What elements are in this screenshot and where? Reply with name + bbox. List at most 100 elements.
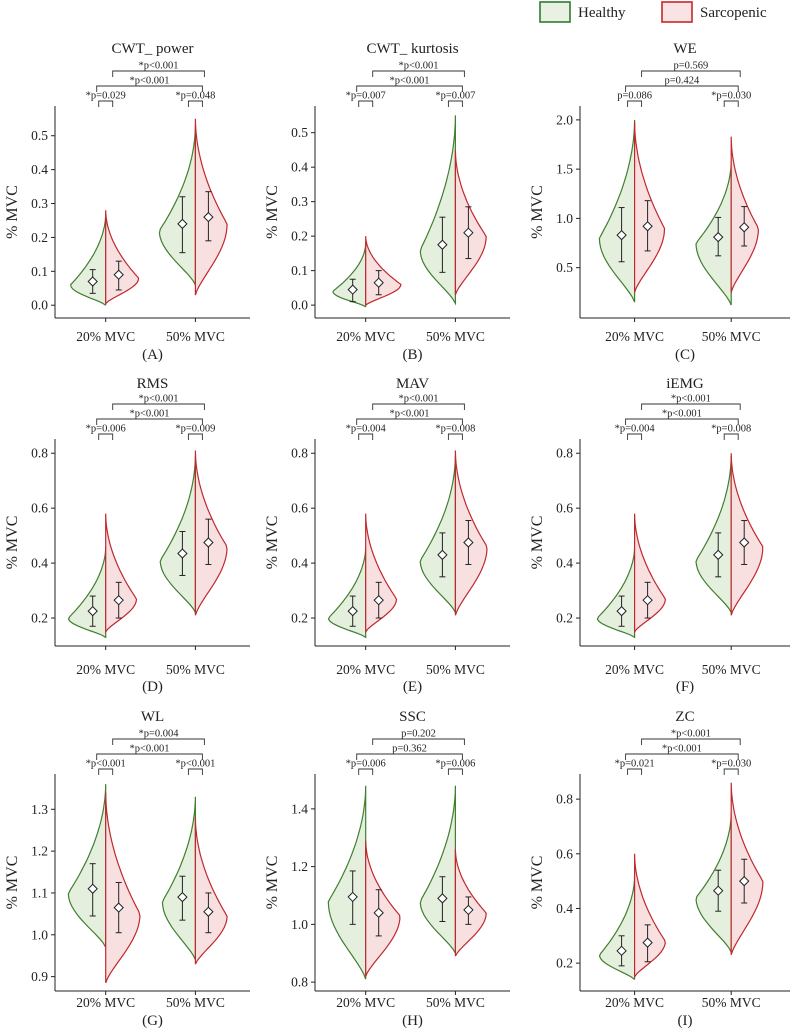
y-tick-label: 0.2 <box>31 230 48 245</box>
y-tick-label: 0.3 <box>31 196 48 211</box>
significance-bracket <box>356 85 463 92</box>
y-tick-label: 1.3 <box>31 802 48 817</box>
p-value-label: *p=0.030 <box>711 91 751 102</box>
panel-g: WL 0.9 1.0 1.1 1.2 1.3 % MVC 20% MVC 50% MVC(G) *… <box>4 709 250 1029</box>
y-tick-label: 0.2 <box>291 611 308 626</box>
legend-label-sarcopenic: Sarcopenic <box>700 5 767 21</box>
significance-bracket <box>723 100 739 107</box>
significance-bracket <box>112 403 205 410</box>
y-tick-label: 0.6 <box>556 501 573 516</box>
x-tick-label: 20% MVC <box>605 995 664 1010</box>
p-value-label: p=0.362 <box>392 744 427 755</box>
x-tick-label: 50% MVC <box>426 662 485 677</box>
violin-sarcopenic-20 <box>105 792 141 984</box>
violin-healthy-50 <box>419 785 456 954</box>
mean-marker <box>373 277 384 288</box>
panel-h: SSC 0.8 1.0 1.2 1.4 % MVC 20% MVC 50% MVC(H) *p=… <box>264 709 510 1029</box>
violin-sarcopenic-20 <box>365 513 398 634</box>
y-tick-label: 1.0 <box>31 927 48 942</box>
p-value-label: *p<0.001 <box>139 61 179 72</box>
x-tick-label: 50% MVC <box>702 662 761 677</box>
y-tick-label: 0.8 <box>31 446 48 461</box>
mean-marker <box>642 594 653 606</box>
y-tick-label: 0.1 <box>291 263 308 278</box>
mean-marker <box>87 883 98 894</box>
mean-marker <box>616 945 627 957</box>
y-tick-label: 0.4 <box>556 901 573 916</box>
significance-bracket <box>96 85 203 92</box>
mean-marker <box>113 902 124 913</box>
significance-bracket <box>98 100 114 107</box>
violin-healthy-20 <box>67 546 107 639</box>
panel-letter: (I) <box>678 1013 693 1029</box>
significance-bracket <box>372 403 465 410</box>
violin-healthy-20 <box>67 784 107 948</box>
violin-healthy-50 <box>159 455 196 613</box>
significance-bracket <box>723 768 739 775</box>
significance-bracket <box>625 418 739 425</box>
panel-c: WE 0.5 1.0 1.5 2.0 % MVC 20% MVC 50% MVC (C) p=0.… <box>529 41 790 363</box>
y-axis-label: % MVC <box>264 516 281 570</box>
x-tick-label: 20% MVC <box>605 662 664 677</box>
y-tick-label: 1.2 <box>291 859 308 874</box>
panel-d: RMS 0.2 0.4 0.6 0.8 % MVC 20% MVC 50% MVC(D) *p=… <box>4 376 250 695</box>
x-tick-label: 50% MVC <box>426 329 485 344</box>
violin-sarcopenic-50 <box>730 782 764 956</box>
legend-label-healthy: Healthy <box>578 5 626 21</box>
panel-letter: (F) <box>676 679 694 695</box>
p-value-label: *p<0.001 <box>139 394 179 405</box>
y-tick-label: 1.1 <box>31 885 48 900</box>
panel-a: CWT_ power 0.0 0.1 0.2 0.3 0.4 0.5 % MVC 20% MVC… <box>4 41 250 363</box>
panel-letter: (A) <box>142 347 163 363</box>
violin-sarcopenic-50 <box>730 136 760 293</box>
p-value-label: *p<0.001 <box>662 744 702 755</box>
panel-letter: (C) <box>675 347 695 363</box>
mean-marker <box>203 906 214 917</box>
mean-marker <box>113 269 124 280</box>
p-value-label: *p=0.021 <box>615 759 655 770</box>
y-tick-label: 1.4 <box>291 801 308 816</box>
significance-bracket <box>98 433 114 440</box>
mean-marker <box>347 605 358 617</box>
panel-title: MAV <box>396 376 429 392</box>
violin-healthy-20 <box>598 875 636 980</box>
mean-marker <box>347 891 358 903</box>
y-tick-label: 0.6 <box>31 501 48 516</box>
violin-healthy-50 <box>695 161 732 306</box>
y-tick-label: 0.1 <box>31 264 48 279</box>
violin-sarcopenic-20 <box>365 236 402 306</box>
significance-bracket <box>187 768 203 775</box>
p-value-label: *p=0.008 <box>711 424 751 435</box>
significance-bracket <box>187 433 203 440</box>
p-value-label: *p=0.009 <box>175 424 215 435</box>
p-value-label: *p<0.001 <box>175 759 215 770</box>
panel-letter: (E) <box>403 679 422 695</box>
mean-marker <box>738 875 750 887</box>
significance-bracket <box>625 753 739 760</box>
mean-marker <box>87 605 98 617</box>
p-value-label: *p=0.030 <box>711 759 751 770</box>
y-tick-label: 1.5 <box>556 162 573 177</box>
p-value-label: *p=0.006 <box>435 759 475 770</box>
p-value-label: p=0.424 <box>665 76 701 87</box>
significance-bracket <box>372 738 465 745</box>
violin-sarcopenic-50 <box>454 450 488 616</box>
y-tick-label: 0.2 <box>556 611 573 626</box>
p-value-label: *p<0.001 <box>86 759 126 770</box>
violin-healthy-20 <box>70 213 107 306</box>
y-axis-label: % MVC <box>4 856 21 910</box>
p-value-label: *p<0.001 <box>671 729 711 740</box>
x-tick-label: 20% MVC <box>336 329 395 344</box>
mean-marker <box>203 537 214 548</box>
violin-sarcopenic-50 <box>194 817 228 965</box>
y-tick-label: 0.4 <box>31 162 48 177</box>
y-tick-label: 0.8 <box>291 975 308 990</box>
p-value-label: *p<0.001 <box>399 61 439 72</box>
panel-b: CWT_ kurtosis 0.0 0.1 0.2 0.3 0.4 0.5 % MVC 20% … <box>264 41 510 363</box>
mean-marker <box>642 221 653 232</box>
y-axis-label: % MVC <box>4 185 21 239</box>
mean-marker <box>463 537 474 548</box>
x-tick-label: 50% MVC <box>426 995 485 1010</box>
panels: CWT_ power 0.0 0.1 0.2 0.3 0.4 0.5 % MVC 20% MVC… <box>4 41 790 1029</box>
significance-bracket <box>358 100 374 107</box>
